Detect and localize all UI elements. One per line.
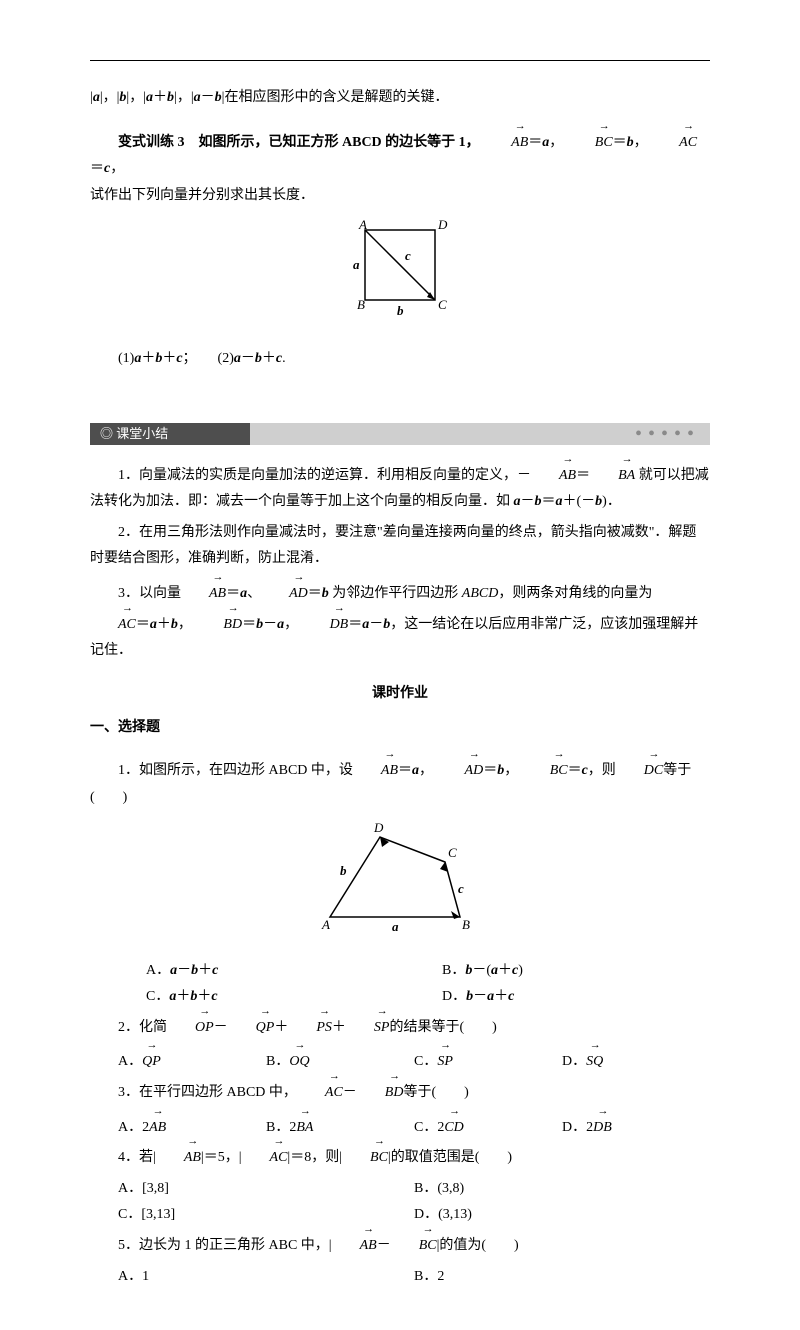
q5-options: A．1 B．2 bbox=[90, 1264, 710, 1291]
summary-p2: 2．在用三角形法则作向量减法时，要注意"差向量连接两向量的终点，箭头指向被减数"… bbox=[90, 520, 710, 573]
q3-C: C．2CD bbox=[414, 1111, 562, 1142]
q5-bc: BC bbox=[391, 1229, 437, 1260]
q1-vec-dc: DC bbox=[616, 754, 663, 785]
q1: 1．如图所示，在四边形 ABCD 中，设AB＝a， AD＝b， BC＝c，则DC… bbox=[90, 754, 710, 811]
q2-op: OP bbox=[167, 1011, 214, 1042]
figure-square: A D B C a b c bbox=[90, 215, 710, 336]
fig1-B: B bbox=[357, 297, 365, 312]
q1-D: D．b－a＋c bbox=[414, 984, 710, 1011]
intro-text: 在相应图形中的含义是解题的关键． bbox=[224, 90, 448, 105]
q3-bd: BD bbox=[357, 1076, 404, 1107]
q2-qp: QP bbox=[228, 1011, 275, 1042]
q1-A: A．a－b＋c bbox=[118, 958, 414, 985]
q1-vec-ad: AD bbox=[437, 754, 484, 785]
q2-sp: SP bbox=[346, 1011, 390, 1042]
q2-A: A．QP bbox=[118, 1045, 266, 1076]
ex3-subquestions: (1)a＋b＋c； (2)a－b＋c. bbox=[90, 346, 710, 373]
q3-B: B．2BA bbox=[266, 1111, 414, 1142]
q5-B: B．2 bbox=[414, 1264, 710, 1291]
figure-quad: A B C D a b c bbox=[90, 817, 710, 948]
fig1-A: A bbox=[358, 217, 367, 232]
q4-D: D．(3,13) bbox=[414, 1202, 710, 1229]
exercise-3: 变式训练 3 如图所示，已知正方形 ABCD 的边长等于 1， AB＝a， BC… bbox=[90, 126, 710, 210]
q4-B: B．(3,8) bbox=[414, 1176, 710, 1203]
vec-bd-s3: BD bbox=[195, 608, 242, 639]
fig1-c: c bbox=[405, 248, 411, 263]
q4-bc: BC bbox=[342, 1141, 388, 1172]
q2: 2．化简OP－QP＋PS＋SP的结果等于( ) bbox=[90, 1011, 710, 1042]
q2-D: D．SQ bbox=[562, 1045, 710, 1076]
q3-D: D．2DB bbox=[562, 1111, 710, 1142]
fig1-b: b bbox=[397, 303, 404, 318]
square-svg: A D B C a b c bbox=[335, 215, 465, 325]
fig1-a: a bbox=[353, 257, 360, 272]
section-1-title: 一、选择题 bbox=[90, 715, 710, 742]
vec-bc: BC bbox=[567, 126, 613, 157]
vec-ab-s1: AB bbox=[531, 459, 576, 490]
q4-ac: AC bbox=[242, 1141, 288, 1172]
summary-p3: 3．以向量AB＝a、AD＝b 为邻边作平行四边形 ABCD，则两条对角线的向量为… bbox=[90, 577, 710, 665]
summary-p1: 1．向量减法的实质是向量加法的逆运算．利用相反向量的定义，－AB＝BA 就可以把… bbox=[90, 459, 710, 516]
fig2-D: D bbox=[373, 820, 384, 835]
summary-header-text: ◎ 课堂小结 bbox=[90, 423, 250, 445]
q1-vec-ab: AB bbox=[353, 754, 398, 785]
fig2-A: A bbox=[321, 917, 330, 932]
q4-ab: AB bbox=[156, 1141, 201, 1172]
intro-line: |a|，|b|，|a＋b|，|a－b|在相应图形中的含义是解题的关键． bbox=[90, 85, 710, 112]
quad-svg: A B C D a b c bbox=[300, 817, 500, 937]
homework-title: 课时作业 bbox=[90, 681, 710, 708]
q5: 5．边长为 1 的正三角形 ABC 中，|AB－BC|的值为( ) bbox=[90, 1229, 710, 1260]
q4: 4．若|AB|＝5，|AC|＝8，则|BC|的取值范围是( ) bbox=[90, 1141, 710, 1172]
vec-ac-s3: AC bbox=[90, 608, 136, 639]
q2-C: C．SP bbox=[414, 1045, 562, 1076]
vec-db-s3: DB bbox=[302, 608, 349, 639]
q3: 3．在平行四边形 ABCD 中，AC－BD等于( ) bbox=[90, 1076, 710, 1107]
vec-ba-s1: BA bbox=[590, 459, 635, 490]
q4-A: A．[3,8] bbox=[118, 1176, 414, 1203]
vec-ab: AB bbox=[483, 126, 528, 157]
ex3-tail: 试作出下列向量并分别求出其长度． bbox=[90, 188, 314, 203]
q1-vec-bc: BC bbox=[522, 754, 568, 785]
summary-header-dots: ••••• bbox=[635, 423, 700, 445]
vec-ac: AC bbox=[651, 126, 697, 157]
fig1-C: C bbox=[438, 297, 447, 312]
page: |a|，|b|，|a＋b|，|a－b|在相应图形中的含义是解题的关键． 变式训练… bbox=[0, 0, 800, 1330]
fig2-B: B bbox=[462, 917, 470, 932]
fig1-D: D bbox=[437, 217, 448, 232]
fig2-C: C bbox=[448, 845, 457, 860]
ex3-lead: 变式训练 3 如图所示，已知正方形 ABCD 的边长等于 1， bbox=[118, 135, 480, 150]
fig2-b: b bbox=[340, 863, 347, 878]
fig2-c: c bbox=[458, 881, 464, 896]
q5-A: A．1 bbox=[118, 1264, 414, 1291]
summary-header-bar: ◎ 课堂小结 ••••• bbox=[90, 423, 710, 445]
fig2-a: a bbox=[392, 919, 399, 934]
q5-ab: AB bbox=[332, 1229, 377, 1260]
top-horizontal-rule bbox=[90, 60, 710, 61]
q1-B: B．b－(a＋c) bbox=[414, 958, 710, 985]
